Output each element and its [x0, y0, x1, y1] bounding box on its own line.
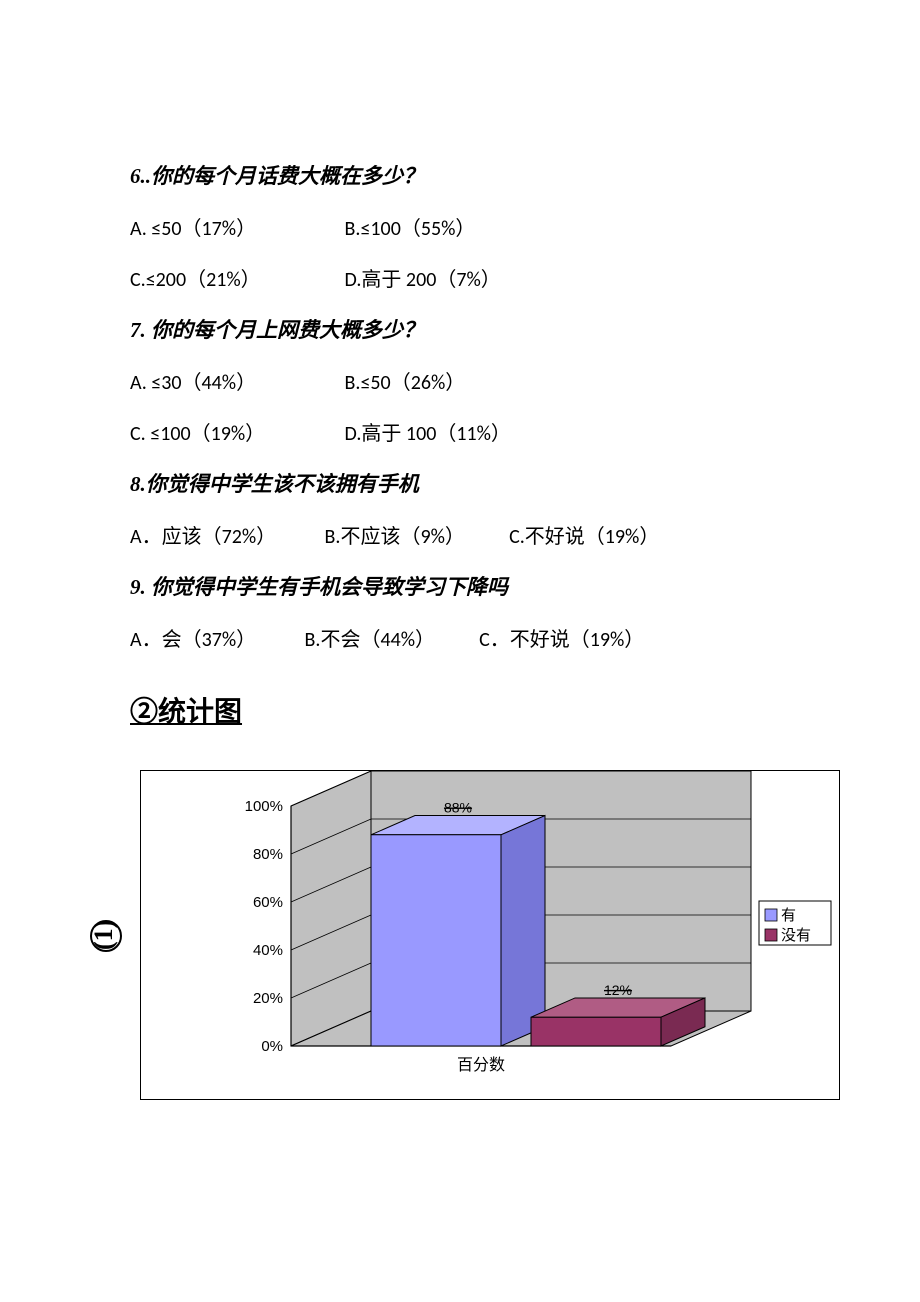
q8-title: 8.你觉得中学生该不该拥有手机: [130, 468, 790, 498]
svg-text:100%: 100%: [245, 798, 283, 815]
svg-text:没有: 没有: [781, 927, 811, 944]
svg-text:60%: 60%: [253, 894, 283, 911]
q8-row1: A．应该（72%） B.不应该（9%） C.不好说（19%）: [130, 520, 790, 549]
q6-title: 6..你的每个月话费大概在多少？: [130, 160, 790, 190]
q7-title: 7. 你的每个月上网费大概多少？: [130, 314, 790, 344]
svg-text:40%: 40%: [253, 942, 283, 959]
q9-opt-a: A．会（37%）: [130, 623, 300, 652]
q6-row1: A. ≤50（17%） B.≤100（55%）: [130, 212, 790, 241]
svg-text:百分数: 百分数: [457, 1056, 505, 1074]
bar-chart-3d: 0% 20% 40% 60% 80% 100% 88% 12% 百分数 有没有: [141, 771, 839, 1099]
q6-row2: C.≤200（21%） D.高于 200（7%）: [130, 263, 790, 292]
svg-text:20%: 20%: [253, 990, 283, 1007]
q9-opt-b: B.不会（44%）: [305, 623, 475, 652]
q8-opt-c: C.不好说（19%）: [509, 520, 689, 549]
q7-row2: C. ≤100（19%） D.高于 100（11%）: [130, 417, 790, 446]
document-page: 6..你的每个月话费大概在多少？ A. ≤50（17%） B.≤100（55%）…: [0, 0, 920, 1302]
q9-opt-c: C．不好说（19%）: [479, 623, 679, 652]
svg-text:12%: 12%: [604, 982, 632, 998]
q6-opt-d: D.高于 200（7%）: [345, 263, 555, 292]
q6-opt-c: C.≤200（21%）: [130, 263, 340, 292]
q9-row1: A．会（37%） B.不会（44%） C．不好说（19%）: [130, 623, 790, 652]
chart-box: 0% 20% 40% 60% 80% 100% 88% 12% 百分数 有没有: [140, 770, 840, 1100]
stats-heading: ②统计图: [130, 690, 790, 730]
q8-opt-b: B.不应该（9%）: [325, 520, 505, 549]
svg-text:88%: 88%: [444, 800, 472, 816]
q6-opt-a: A. ≤50（17%）: [130, 212, 340, 241]
q7-opt-b: B.≤50（26%）: [345, 366, 555, 395]
svg-text:80%: 80%: [253, 846, 283, 863]
svg-text:0%: 0%: [261, 1038, 283, 1055]
q7-row1: A. ≤30（44%） B.≤50（26%）: [130, 366, 790, 395]
q7-opt-a: A. ≤30（44%）: [130, 366, 340, 395]
chart-panel-number: (1): [90, 920, 122, 952]
q7-opt-c: C. ≤100（19%）: [130, 417, 340, 446]
svg-text:有: 有: [781, 907, 796, 924]
q6-opt-b: B.≤100（55%）: [345, 212, 555, 241]
q9-title: 9. 你觉得中学生有手机会导致学习下降吗: [130, 571, 790, 601]
q7-opt-d: D.高于 100（11%）: [345, 417, 555, 446]
q8-opt-a: A．应该（72%）: [130, 520, 320, 549]
